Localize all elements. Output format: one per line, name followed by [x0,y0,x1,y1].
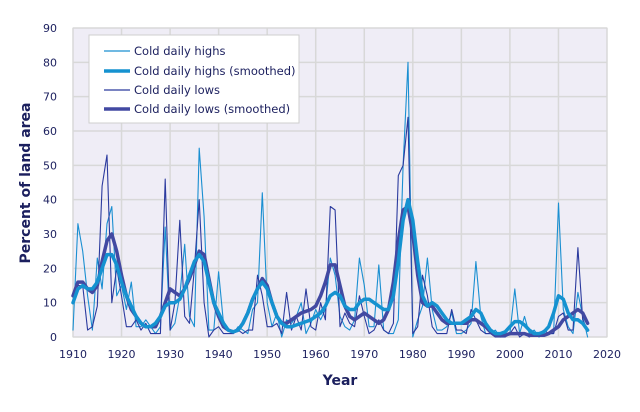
y-tick-label: 30 [43,228,57,241]
legend-label-lows: Cold daily lows [134,83,220,97]
legend-label-highs: Cold daily highs [134,44,225,58]
y-axis-label: Percent of land area [18,103,34,264]
legend: Cold daily highs Cold daily highs (smoot… [88,34,300,124]
x-tick-label: 1990 [447,348,475,361]
y-tick-label: 20 [43,262,57,275]
y-tick-label: 0 [50,331,57,344]
x-tick-label: 1940 [205,348,233,361]
y-tick-label: 60 [43,125,57,138]
x-tick-label: 2010 [544,348,572,361]
x-tick-label: 1970 [350,348,378,361]
y-tick-label: 90 [43,22,57,35]
y-axis-ticks: 0 10 20 30 40 50 60 70 80 90 [43,22,57,344]
y-tick-label: 70 [43,91,57,104]
x-axis-label: Year [322,373,358,389]
x-tick-label: 1910 [59,348,87,361]
x-tick-label: 1950 [253,348,281,361]
x-tick-label: 2020 [593,348,621,361]
x-tick-label: 2000 [496,348,524,361]
x-tick-label: 1980 [399,348,427,361]
legend-label-highs-smoothed: Cold daily highs (smoothed) [134,64,296,78]
legend-label-lows-smoothed: Cold daily lows (smoothed) [134,102,290,116]
y-tick-label: 40 [43,194,57,207]
x-tick-label: 1960 [302,348,330,361]
y-tick-label: 10 [43,297,57,310]
series-line-cold-daily-highs-smoothed [71,197,590,336]
x-tick-label: 1920 [108,348,136,361]
x-tick-label: 1930 [156,348,184,361]
x-axis-ticks: 1910 1920 1930 1940 1950 1960 1970 1980 1990 2000… [59,348,621,361]
series-lines [71,61,590,338]
y-tick-label: 80 [43,56,57,69]
y-tick-label: 50 [43,159,57,172]
